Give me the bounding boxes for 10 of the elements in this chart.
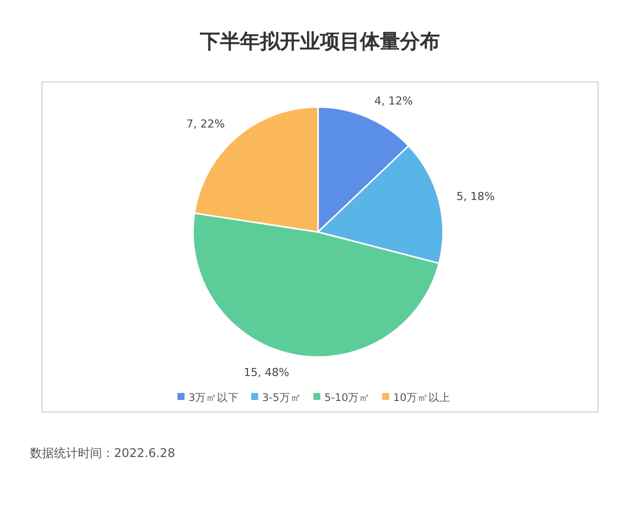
legend-label: 3-5万㎡: [262, 392, 302, 404]
data-label: 15, 48%: [244, 366, 290, 380]
data-label: 5, 18%: [456, 190, 495, 204]
text: 数据统计时间：2022.6.28: [30, 446, 176, 460]
data-label: 7, 22%: [186, 118, 225, 130]
data-label: 4, 12%: [374, 94, 413, 108]
legend-label: 3万㎡以下: [188, 391, 240, 404]
legend-label: 5-10万㎡: [324, 392, 370, 404]
chart-title: 下半年拟开业项目体量分布: [199, 29, 440, 53]
legend-label: 10万㎡以上: [393, 391, 451, 404]
